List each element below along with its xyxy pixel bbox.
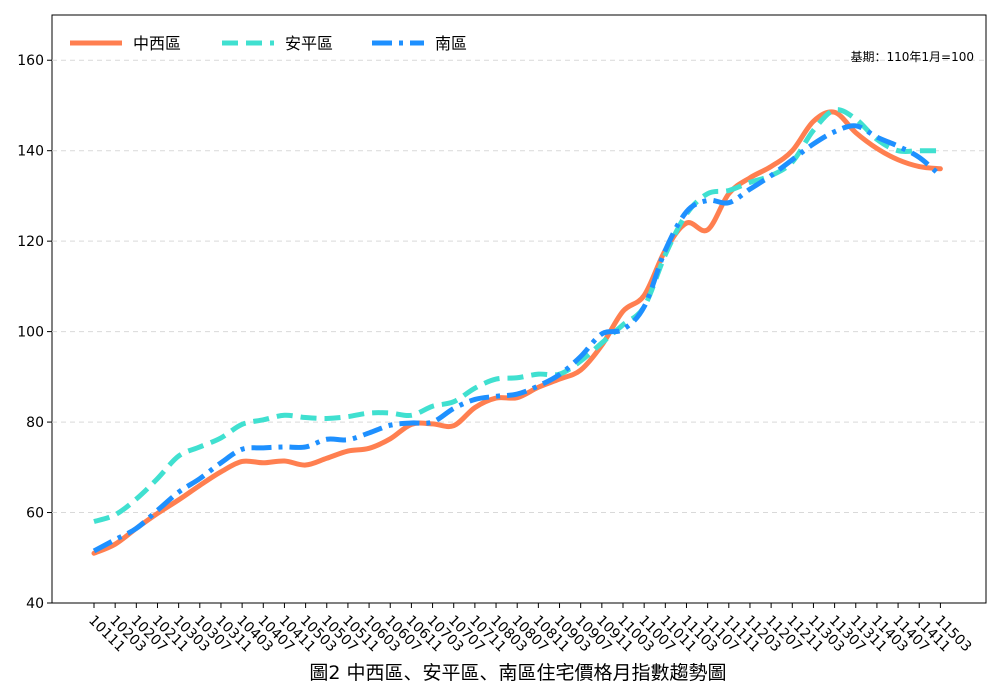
x-axis: 1011110203102071021110303103071031110403… (85, 603, 974, 655)
y-tick-label: 160 (17, 53, 44, 69)
series-line-3 (92, 123, 943, 554)
legend-label-2: 安平區 (285, 34, 333, 53)
y-tick-label: 140 (17, 144, 44, 160)
y-tick-label: 40 (26, 596, 44, 612)
y-axis: 40 60 80 100 120 140 160 (17, 53, 52, 612)
series-layer (91, 107, 943, 556)
series-line-1 (91, 109, 943, 556)
legend-label-3: 南區 (435, 34, 467, 53)
y-tick-label: 60 (26, 506, 44, 522)
legend: 中西區 安平區 南區 (70, 34, 467, 53)
y-tick-label: 100 (17, 325, 44, 341)
grid (52, 59, 986, 514)
y-tick-label: 120 (17, 234, 44, 250)
series-line-2 (93, 107, 941, 524)
y-tick-label: 80 (26, 415, 44, 431)
chart-title: 圖2 中西區、安平區、南區住宅價格月指數趨勢圖 (309, 662, 726, 684)
plot-area (51, 14, 987, 604)
base-period-note: 基期：110年1月=100 (851, 50, 975, 64)
legend-label-1: 中西區 (133, 34, 181, 53)
